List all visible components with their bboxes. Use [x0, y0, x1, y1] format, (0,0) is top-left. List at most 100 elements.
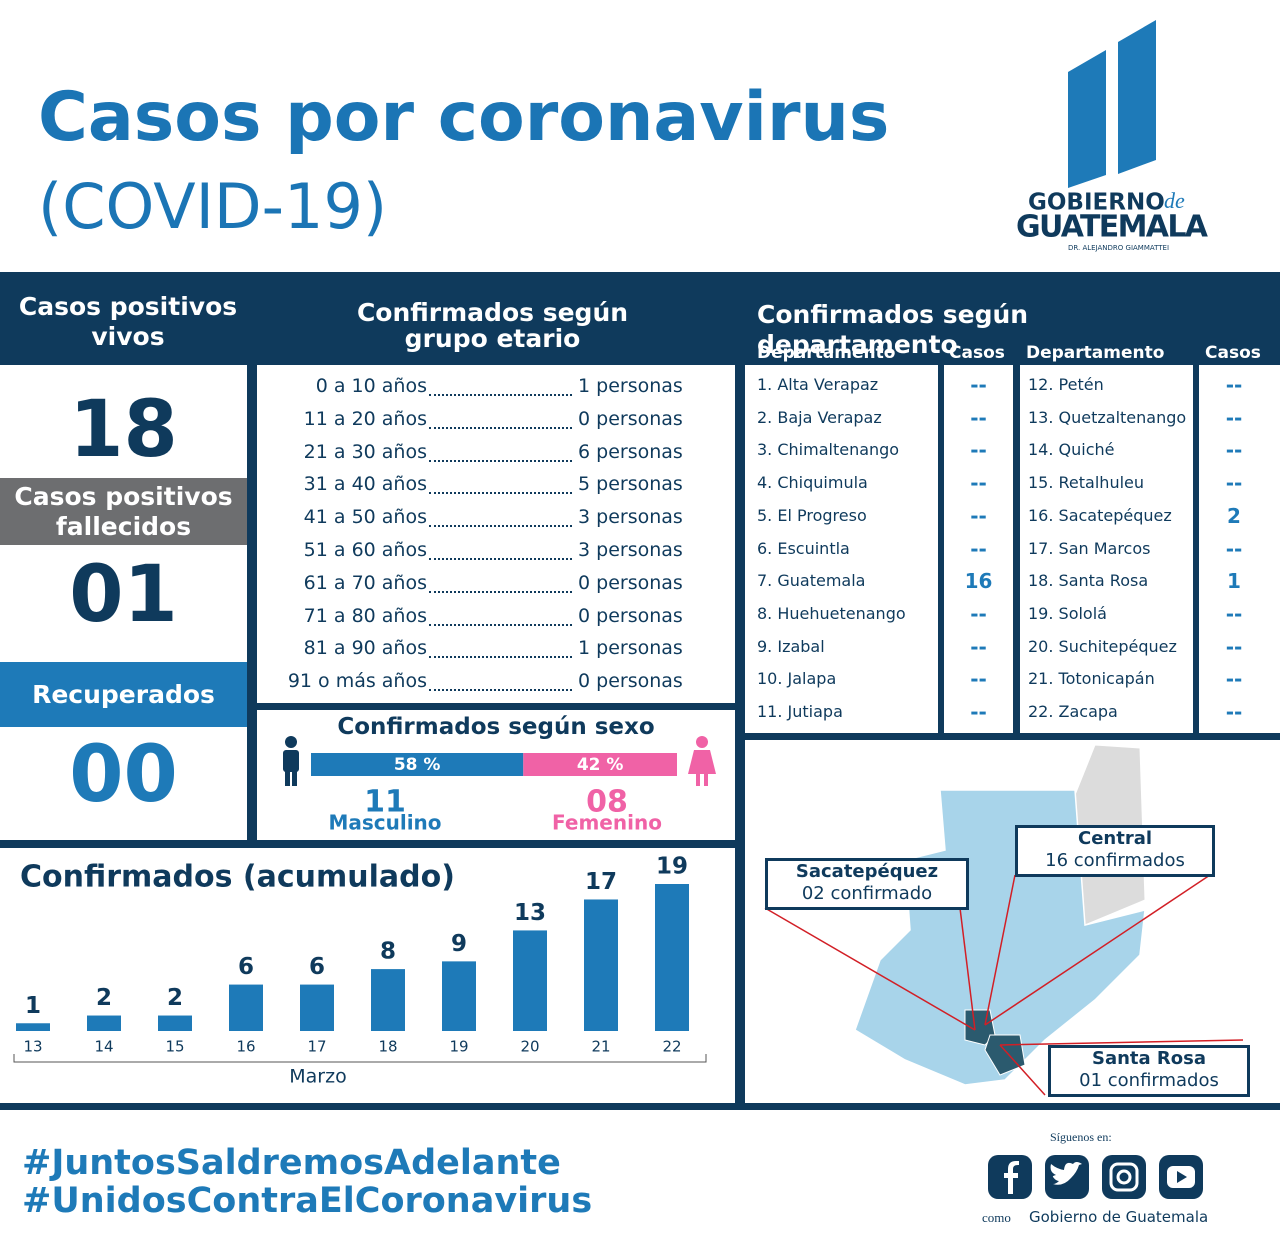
age-count: 0 personas — [578, 604, 683, 627]
value-label: 1 — [25, 993, 41, 1019]
column-header: Departamento — [757, 343, 896, 363]
age-range: 81 a 90 años — [303, 637, 427, 660]
x-tick-label: 20 — [520, 1038, 539, 1056]
age-range: 11 a 20 años — [303, 407, 427, 430]
heading: Recuperados — [32, 680, 215, 709]
value-label: 17 — [585, 869, 617, 895]
leader — [429, 656, 572, 659]
age-range: 61 a 70 años — [303, 571, 427, 594]
sex-count: 08 — [586, 785, 628, 820]
bar-chart: Confirmados (acumulado) Marzo 1 13 2 14 2 15 6… — [13, 854, 707, 1088]
percent-label: 42 % — [577, 755, 624, 775]
as-label: como — [982, 1210, 1011, 1225]
table-column — [1020, 365, 1193, 733]
heading: Casos positivos fallecidos — [14, 482, 233, 541]
value-label: 6 — [309, 954, 325, 980]
bar — [87, 1015, 121, 1031]
department-cases: -- — [970, 471, 987, 496]
table-column — [745, 365, 938, 733]
bar — [229, 984, 263, 1031]
logo-bar — [1068, 50, 1106, 188]
x-tick-label: 14 — [94, 1038, 113, 1056]
age-count: 1 personas — [578, 637, 683, 660]
age-count: 3 personas — [578, 506, 683, 529]
department-name: 22. Zacapa — [1028, 702, 1118, 721]
leader — [429, 689, 572, 692]
sex-name: Masculino — [328, 811, 441, 835]
callout: Santa Rosa 01 confirmados — [1048, 1045, 1250, 1097]
age-count: 3 personas — [578, 539, 683, 561]
bar — [442, 961, 476, 1031]
callout-title: Central — [1077, 828, 1153, 849]
sex-bar — [523, 753, 677, 776]
department-name: 20. Suchitepéquez — [1028, 636, 1177, 656]
department-name: 7. Guatemala — [757, 571, 866, 591]
department-name: 16. Sacatepéquez — [1028, 505, 1172, 525]
follow-label: Síguenos en: — [1050, 1130, 1112, 1144]
leader — [429, 492, 572, 495]
department-name: 4. Chiquimula — [757, 473, 868, 493]
age-count: 1 personas — [578, 375, 683, 397]
table-column — [944, 365, 1013, 733]
callout-text: 01 confirmados — [1079, 1070, 1219, 1091]
department-cases: 1 — [1227, 569, 1241, 594]
bar — [371, 969, 405, 1031]
age-count: 0 personas — [578, 670, 683, 693]
leader — [429, 623, 572, 626]
band: Recuperados — [0, 662, 247, 727]
department-cases: -- — [970, 536, 987, 561]
department-name: 8. Huehuetenango — [757, 603, 906, 623]
age-range: 51 a 60 años — [303, 539, 427, 561]
department-name: 21. Totonicapán — [1028, 669, 1155, 689]
bar — [16, 1023, 50, 1031]
leader — [429, 459, 572, 462]
department-cases: -- — [970, 503, 987, 528]
x-tick-label: 21 — [591, 1038, 610, 1056]
summary-panel: 18 Casos positivos fallecidos 01 Recuper… — [0, 365, 247, 840]
department-name: 19. Sololá — [1028, 603, 1107, 623]
department-name: 10. Jalapa — [757, 669, 837, 689]
account: Gobierno de Guatemala — [1029, 1208, 1209, 1226]
x-tick-label: 18 — [378, 1038, 397, 1056]
department-cases: -- — [970, 373, 987, 397]
callout-text: 16 confirmados — [1045, 850, 1185, 871]
age-panel: 0 a 10 años 1 personas 11 a 20 años 0 perso… — [257, 365, 735, 703]
age-range: 31 a 40 años — [303, 473, 427, 496]
chart-panel: Confirmados (acumulado) Marzo 1 13 2 14 2 15 6… — [0, 848, 735, 1103]
department-name: 6. Escuintla — [757, 538, 850, 558]
department-cases: -- — [970, 405, 987, 430]
value-label: 2 — [96, 985, 112, 1011]
instagram-icon[interactable] — [1102, 1155, 1146, 1199]
band: Casos positivos fallecidos — [0, 478, 247, 545]
department-cases: -- — [1225, 634, 1243, 659]
bar — [584, 899, 618, 1031]
leader — [429, 525, 572, 528]
department-name: 5. El Progreso — [757, 505, 867, 525]
leader — [429, 558, 572, 560]
table-column — [1199, 365, 1280, 733]
x-tick-label: 17 — [307, 1038, 326, 1056]
logo-text: DR. ALEJANDRO GIAMMATTEI — [1068, 244, 1169, 252]
leader — [429, 590, 572, 593]
department-name: 9. Izabal — [757, 636, 825, 656]
recovered-count: 00 — [69, 730, 178, 820]
department-cases: -- — [1225, 601, 1243, 626]
x-tick-label: 22 — [662, 1038, 681, 1056]
bar — [513, 930, 547, 1031]
heading: Confirmados según departamento — [757, 300, 1029, 359]
department-name: 11. Jutiapa — [757, 702, 843, 721]
department-name: 2. Baja Verapaz — [757, 407, 882, 427]
department-cases: -- — [1225, 438, 1243, 463]
logo-text: GUATEMALA — [1016, 210, 1209, 245]
value-label: 9 — [451, 931, 467, 957]
heading: Confirmados según sexo — [337, 714, 655, 740]
logo-text: de — [1164, 188, 1185, 213]
heading: Casos positivos vivos — [18, 292, 238, 351]
sex-name: Femenino — [552, 811, 662, 835]
department-cases: -- — [970, 634, 987, 659]
female-icon — [688, 736, 716, 786]
department-name: 1. Alta Verapaz — [757, 375, 879, 394]
x-tick-label: 16 — [236, 1038, 255, 1056]
